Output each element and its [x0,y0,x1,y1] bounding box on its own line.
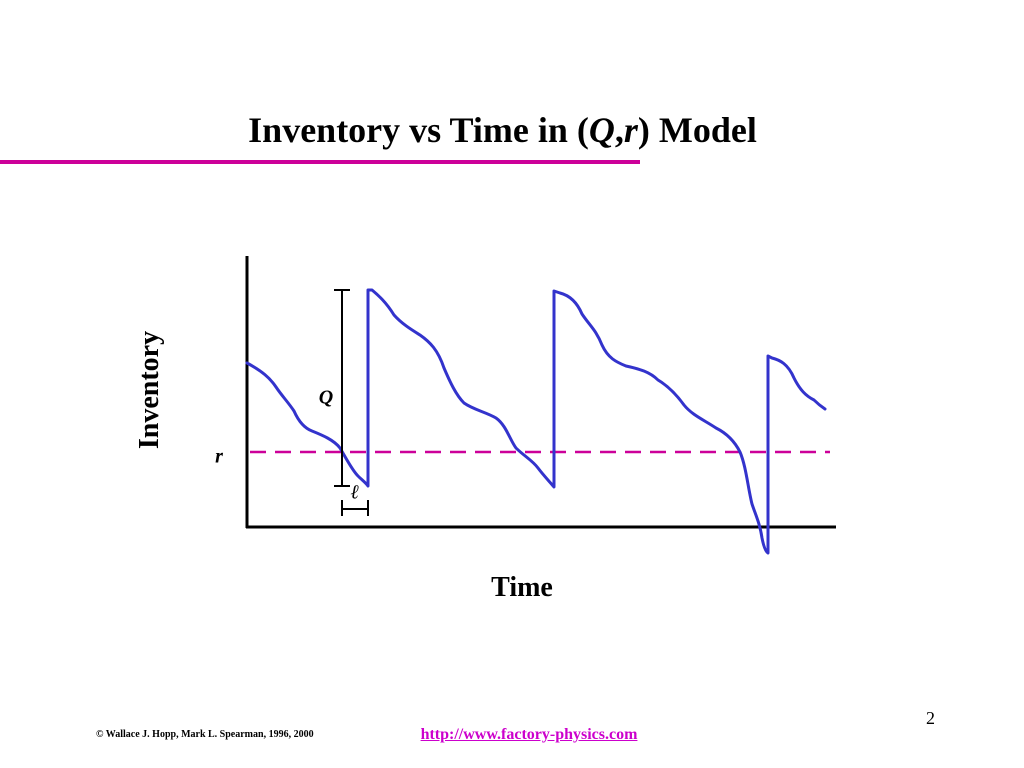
reorder-point-label: r [215,445,223,468]
page-number: 2 [926,708,935,728]
x-axis-label: Time [491,572,553,603]
title-comma: , [614,110,624,150]
title-underline [0,160,640,164]
lead-time-label: ℓ [350,481,360,504]
title-suffix: ) Model [637,110,757,150]
order-quantity-bracket [334,289,350,487]
copyright-text: © Wallace J. Hopp, Mark L. Spearman, 199… [96,729,314,740]
y-axis-label: Inventory [134,330,165,450]
slide-title: Inventory vs Time in (Q,r) Model [0,106,1005,154]
title-q: Q [588,110,615,150]
title-prefix: Inventory vs Time in ( [248,110,589,150]
inventory-curve [245,288,827,555]
title-r: r [623,110,638,150]
website-link[interactable]: http://www.factory-physics.com [420,726,638,743]
order-quantity-label: Q [318,386,334,409]
lead-time-bracket [341,500,369,516]
